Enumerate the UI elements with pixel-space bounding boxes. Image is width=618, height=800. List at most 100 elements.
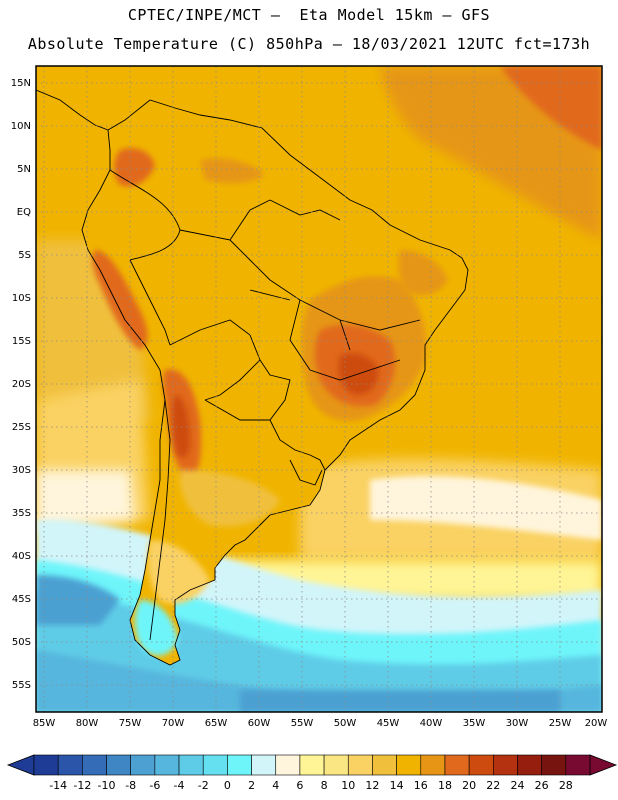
colorbar-tick-label: 10 bbox=[341, 779, 355, 792]
pacific-cream bbox=[36, 470, 135, 530]
colorbar-tick-label: 16 bbox=[414, 779, 428, 792]
lat-label: 35S bbox=[12, 508, 31, 519]
lat-label: 15N bbox=[11, 78, 31, 89]
colorbar-swatch bbox=[154, 754, 180, 776]
patagonia-north-gold bbox=[179, 470, 280, 527]
colorbar-tick-label: 26 bbox=[535, 779, 549, 792]
lon-label: 30W bbox=[506, 718, 529, 729]
lat-label: 15S bbox=[12, 336, 31, 347]
ne-brazil-warm bbox=[398, 250, 448, 296]
temperature-field bbox=[36, 66, 602, 712]
lat-label: 55S bbox=[12, 680, 31, 691]
colorbar-swatch bbox=[444, 754, 470, 776]
colorbar-tick-label: -6 bbox=[149, 779, 160, 792]
lat-label: 50S bbox=[12, 637, 31, 648]
lon-label: 50W bbox=[334, 718, 357, 729]
colorbar-swatch bbox=[130, 754, 156, 776]
colorbar-tick-label: 24 bbox=[510, 779, 524, 792]
lon-label: 45W bbox=[377, 718, 400, 729]
uruguay-border bbox=[289, 459, 323, 486]
colorbar-swatch bbox=[82, 754, 107, 776]
lon-label: 70W bbox=[162, 718, 185, 729]
colorbar-swatch bbox=[517, 754, 542, 776]
colorbar-swatch bbox=[33, 754, 59, 776]
colombia-hot bbox=[114, 148, 155, 187]
colorbar-left-arrow bbox=[6, 754, 35, 776]
borders bbox=[36, 89, 469, 666]
argentina-andes-hottest bbox=[172, 395, 190, 458]
colorbar-tick-label: 14 bbox=[390, 779, 404, 792]
lon-label: 20W bbox=[585, 718, 608, 729]
colorbar-swatch bbox=[251, 754, 277, 776]
s-atlantic-cream bbox=[370, 476, 602, 540]
hot-atlantic-core bbox=[500, 66, 602, 150]
paraguay-border bbox=[204, 359, 291, 421]
colorbar-swatch bbox=[202, 754, 228, 776]
colorbar-tick-label: 18 bbox=[438, 779, 452, 792]
lat-labels: 15N 10N 5N EQ 5S 10S 15S 20S 25S 30S 35S… bbox=[11, 78, 31, 691]
lon-labels: 85W 80W 75W 70W 65W 60W 55W 50W 45W 40W … bbox=[33, 718, 608, 729]
colorbar-right-arrow bbox=[589, 754, 618, 776]
colorbar-swatch bbox=[468, 754, 494, 776]
lon-label: 40W bbox=[420, 718, 443, 729]
argentina-brazil-border bbox=[269, 419, 326, 471]
colorbar-tick-label: -2 bbox=[198, 779, 209, 792]
colorbar-tick-label: -14 bbox=[49, 779, 67, 792]
lat-label: 5S bbox=[18, 250, 31, 261]
colorbar-swatch bbox=[323, 754, 349, 776]
cold-core-west bbox=[36, 575, 120, 625]
lat-label: EQ bbox=[17, 207, 31, 218]
colorbar-tick-label: 0 bbox=[224, 779, 231, 792]
coastline bbox=[81, 99, 469, 666]
lat-label: 10S bbox=[12, 293, 31, 304]
colorbar-tick-label: 4 bbox=[272, 779, 279, 792]
colorbar-swatch bbox=[299, 754, 325, 776]
title-line-1: CPTEC/INPE/MCT – Eta Model 15km – GFS bbox=[127, 6, 491, 24]
central-america-coast bbox=[36, 89, 109, 131]
colorbar-swatch bbox=[565, 754, 591, 776]
colorbar-tick-label: 8 bbox=[321, 779, 328, 792]
colorbar-swatch bbox=[396, 754, 422, 776]
brazil-states bbox=[229, 239, 421, 381]
lon-label: 25W bbox=[549, 718, 572, 729]
lat-label: 25S bbox=[12, 422, 31, 433]
peru-andes-hot bbox=[92, 250, 148, 350]
lat-label: 5N bbox=[17, 164, 31, 175]
peru-border bbox=[129, 259, 171, 346]
colorbar: -14 -12 -10 -8 -6 -4 -2 0 2 4 6 8 10 12 14 16 18 20 22 24 26… bbox=[6, 754, 618, 792]
venezuela-border bbox=[179, 199, 271, 241]
colorbar-swatch bbox=[106, 754, 131, 776]
colorbar-swatch bbox=[372, 754, 397, 776]
bolivia-border bbox=[169, 319, 261, 401]
colorbar-tick-label: -10 bbox=[98, 779, 116, 792]
colorbar-swatch bbox=[420, 754, 446, 776]
colorbar-tick-label: 20 bbox=[462, 779, 476, 792]
cold-core-south bbox=[240, 690, 560, 712]
colombia-border bbox=[109, 169, 181, 261]
colorbar-tick-label: 6 bbox=[296, 779, 303, 792]
lon-label: 55W bbox=[291, 718, 314, 729]
lat-label: 30S bbox=[12, 465, 31, 476]
colorbar-tick-label: -4 bbox=[174, 779, 185, 792]
colorbar-tick-label: -8 bbox=[125, 779, 136, 792]
lat-label: 40S bbox=[12, 551, 31, 562]
colorbar-swatch bbox=[178, 754, 204, 776]
colorbar-swatch bbox=[275, 754, 301, 776]
colorbar-tick-label: 2 bbox=[248, 779, 255, 792]
title-line-2: Absolute Temperature (C) 850hPa – 18/03/… bbox=[27, 35, 591, 53]
continent-land bbox=[82, 100, 468, 665]
chile-argentina-border bbox=[149, 399, 171, 641]
lon-label: 75W bbox=[119, 718, 142, 729]
colorbar-swatch bbox=[227, 754, 252, 776]
cold-band-4 bbox=[36, 650, 602, 712]
lon-label: 35W bbox=[463, 718, 486, 729]
lon-label: 85W bbox=[33, 718, 56, 729]
lat-label: 10N bbox=[11, 121, 31, 132]
colorbar-tick-label: 22 bbox=[486, 779, 500, 792]
colorbar-tick-label: 28 bbox=[559, 779, 573, 792]
colorbar-swatch bbox=[347, 754, 373, 776]
lon-label: 80W bbox=[76, 718, 99, 729]
lat-label: 45S bbox=[12, 594, 31, 605]
map-frame bbox=[35, 65, 603, 713]
